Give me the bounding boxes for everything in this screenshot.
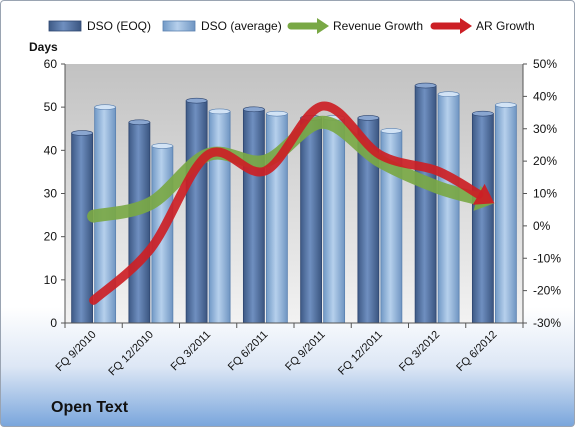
legend-label-revenue-growth: Revenue Growth [333,19,423,33]
y2-tick-label: -10% [533,251,561,265]
bar-cap-dso-eoq [243,106,265,113]
y-tick-label: 50 [44,100,58,114]
x-tick-label: FQ 9/2010 [54,329,99,374]
bar-cap-dso-eoq [414,82,437,89]
y-axis-title: Days [29,40,58,54]
legend-arrow-ar-growth [460,18,472,34]
bar-dso-average [437,93,460,324]
bar-dso-eoq [242,108,265,324]
y2-tick-label: 30% [533,122,557,136]
bar-dso-eoq [128,121,151,324]
y-tick-label: 60 [44,57,58,71]
legend-swatch-dso-average [162,20,196,32]
bar-cap-dso-average [380,128,403,134]
x-tick-label: FQ 12/2010 [106,329,156,379]
bar-dso-eoq [185,100,208,324]
legend-label-dso-eoq: DSO (EOQ) [87,19,151,33]
bar-cap-dso-eoq [128,119,151,126]
bar-cap-dso-average [266,110,288,117]
y-tick-label: 30 [44,187,58,201]
bar-dso-average [494,104,517,324]
x-tick-label: FQ 6/2011 [226,329,271,374]
ar-growth-line [89,101,484,305]
y-tick-label: 40 [44,143,58,157]
bar-dso-eoq [300,117,323,324]
bar-cap-dso-average [208,108,231,115]
y-tick-label: 10 [44,273,58,287]
bar-cap-dso-average [437,91,460,98]
company-name: Open Text [51,399,129,416]
legend-arrow-revenue-growth [317,18,329,34]
y2-tick-label: 20% [533,154,557,168]
ar-growth-arrowhead [472,183,495,205]
y2-tick-label: 10% [533,187,557,201]
y2-tick-label: 50% [533,57,557,71]
bar-dso-eoq [471,113,494,324]
bar-cap-dso-eoq [357,115,380,121]
bar-dso-average [323,117,346,324]
y2-tick-label: 0% [533,219,551,233]
x-tick-label: FQ 3/2012 [397,329,442,374]
bar-cap-dso-eoq [472,110,494,117]
legend-label-dso-average: DSO (average) [201,19,282,33]
x-tick-label: FQ 6/2012 [454,329,499,374]
y-tick-label: 20 [44,230,58,244]
bar-cap-dso-average [495,102,517,108]
bar-dso-average [208,111,231,324]
bar-cap-dso-eoq [71,130,93,136]
bar-dso-eoq [414,85,437,324]
x-tick-label: FQ 9/2011 [283,329,328,374]
y-tick-label: 0 [50,316,57,330]
bar-cap-dso-average [151,143,174,149]
legend-swatch-dso-eoq [48,20,82,32]
y2-tick-label: -20% [533,284,561,298]
legend-label-ar-growth: AR Growth [476,19,535,33]
y2-tick-label: -30% [533,316,561,330]
x-tick-label: FQ 12/2011 [336,329,385,378]
bar-dso-eoq [71,132,94,324]
y2-tick-label: 40% [533,89,557,103]
x-tick-label: FQ 3/2011 [169,329,214,374]
bar-cap-dso-average [94,104,116,110]
bar-cap-dso-eoq [185,97,208,104]
